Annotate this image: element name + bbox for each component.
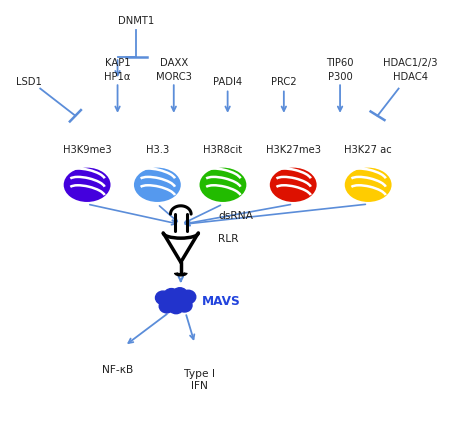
Text: P300: P300 xyxy=(328,72,353,82)
Text: HDAC1/2/3: HDAC1/2/3 xyxy=(383,58,438,68)
Text: H3R8cit: H3R8cit xyxy=(203,145,243,155)
Text: H3.3: H3.3 xyxy=(146,145,169,155)
Circle shape xyxy=(169,300,183,314)
Circle shape xyxy=(181,290,196,304)
Text: RLR: RLR xyxy=(218,234,239,244)
Circle shape xyxy=(177,298,192,312)
Text: TIP60: TIP60 xyxy=(326,58,354,68)
Text: H3K27 ac: H3K27 ac xyxy=(344,145,392,155)
Text: DAXX: DAXX xyxy=(160,58,188,68)
Text: HP1α: HP1α xyxy=(104,72,131,82)
Text: MAVS: MAVS xyxy=(202,295,241,308)
Text: PRC2: PRC2 xyxy=(271,77,297,87)
Text: PADI4: PADI4 xyxy=(213,77,242,87)
Text: MORC3: MORC3 xyxy=(156,72,191,82)
Ellipse shape xyxy=(134,167,181,202)
Text: NF-κB: NF-κB xyxy=(102,365,133,375)
Ellipse shape xyxy=(345,167,392,202)
Text: H3K9me3: H3K9me3 xyxy=(63,145,111,155)
Circle shape xyxy=(164,289,179,302)
Text: KAP1: KAP1 xyxy=(105,58,130,68)
Circle shape xyxy=(173,288,187,301)
Circle shape xyxy=(155,291,171,304)
Circle shape xyxy=(159,299,174,313)
Ellipse shape xyxy=(270,167,317,202)
Ellipse shape xyxy=(64,167,110,202)
Text: Type I
IFN: Type I IFN xyxy=(184,369,215,391)
Ellipse shape xyxy=(200,167,246,202)
Text: H3K27me3: H3K27me3 xyxy=(266,145,321,155)
Text: LSD1: LSD1 xyxy=(16,77,42,87)
Text: DNMT1: DNMT1 xyxy=(118,16,155,26)
Text: HDAC4: HDAC4 xyxy=(393,72,428,82)
Text: dsRNA: dsRNA xyxy=(218,211,253,221)
